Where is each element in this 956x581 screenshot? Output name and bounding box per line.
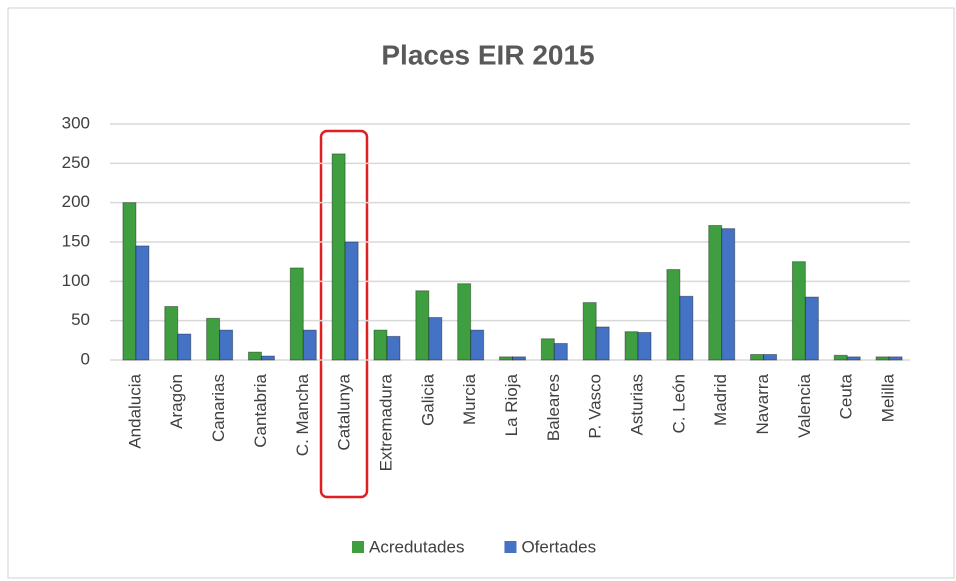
- bar: [708, 224, 723, 361]
- x-tick-label: Navarra: [753, 373, 772, 434]
- x-tick-label: Asturias: [628, 374, 647, 435]
- bar: [888, 356, 903, 361]
- y-tick-label: 0: [81, 349, 90, 368]
- y-tick-label: 150: [62, 231, 90, 250]
- bar: [624, 331, 639, 361]
- y-tick-label: 50: [71, 310, 90, 329]
- bar: [135, 245, 150, 361]
- x-tick-label: Aragón: [167, 374, 186, 429]
- x-tick-label: Melilla: [879, 373, 898, 422]
- bar: [219, 329, 234, 361]
- bar: [595, 326, 610, 361]
- bar: [470, 329, 485, 361]
- bar: [260, 355, 275, 361]
- bar: [721, 228, 736, 361]
- bar: [750, 353, 765, 361]
- x-tick-label: Canarias: [209, 374, 228, 442]
- x-tick-label: Madrid: [711, 374, 730, 426]
- bar: [415, 290, 430, 361]
- bar: [386, 335, 401, 361]
- chart-frame: [7, 7, 955, 579]
- bar: [331, 153, 346, 361]
- highlight-box: [319, 129, 369, 499]
- y-tick-label: 100: [62, 271, 90, 290]
- bar: [457, 283, 472, 361]
- x-tick-label: Cantabria: [251, 373, 270, 447]
- bar: [846, 356, 861, 361]
- bar: [206, 317, 221, 361]
- bar: [289, 267, 304, 361]
- x-tick-label: C. Mancha: [293, 373, 312, 456]
- bar: [875, 356, 890, 361]
- bar: [582, 302, 597, 361]
- chart-title: Places EIR 2015: [381, 39, 594, 70]
- bar: [512, 356, 526, 361]
- bar: [373, 329, 388, 361]
- bar: [679, 295, 694, 361]
- bar: [833, 354, 848, 361]
- bar: [763, 353, 778, 361]
- y-tick-label: 300: [62, 113, 90, 132]
- x-tick-label: Baleares: [544, 374, 563, 441]
- x-tick-label: Valencia: [795, 373, 814, 437]
- bar: [247, 351, 262, 361]
- legend-label: Ofertades: [521, 537, 596, 556]
- bar: [122, 202, 137, 361]
- y-tick-label: 250: [62, 153, 90, 172]
- bar: [344, 241, 359, 361]
- bar: [791, 261, 806, 361]
- bar: [164, 306, 179, 361]
- x-tick-label: Catalunya: [335, 373, 354, 450]
- x-tick-label: Ceuta: [837, 373, 856, 419]
- bar: [177, 333, 192, 361]
- bar: [804, 296, 819, 361]
- x-tick-label: La Rioja: [502, 373, 521, 436]
- y-tick-label: 200: [62, 192, 90, 211]
- bar: [637, 331, 652, 361]
- x-tick-label: Galicia: [418, 373, 437, 426]
- legend-swatch: [352, 541, 364, 553]
- bar: [666, 269, 681, 361]
- bar: [540, 338, 555, 361]
- x-tick-label: Extremadura: [376, 373, 395, 471]
- x-tick-label: C. León: [669, 374, 688, 434]
- bar: [553, 342, 568, 361]
- bar: [499, 356, 513, 361]
- x-tick-label: Murcia: [460, 373, 479, 425]
- bar: [302, 329, 317, 361]
- legend-swatch: [504, 541, 517, 553]
- legend-label: Acredutades: [369, 537, 464, 556]
- bar: [428, 317, 443, 361]
- x-tick-label: Andalucia: [125, 373, 144, 448]
- x-tick-label: P. Vasco: [586, 374, 605, 439]
